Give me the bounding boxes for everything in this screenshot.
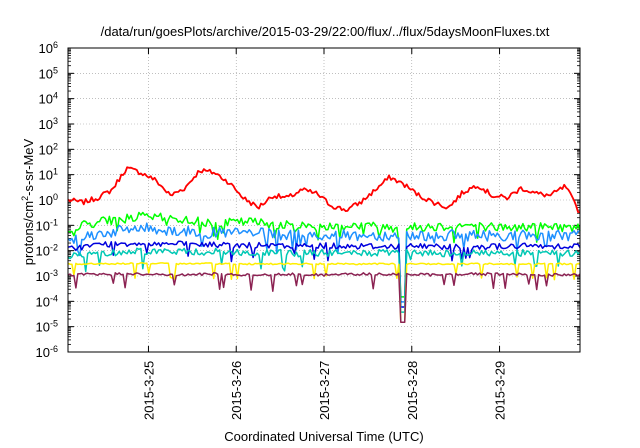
y-tick-label-base: 10 <box>36 269 50 284</box>
y-tick-label-base: 10 <box>36 345 50 360</box>
y-tick-label-exp: 5 <box>53 65 58 75</box>
y-axis-label-sup: 2 <box>20 196 30 201</box>
y-tick-label: 100 <box>39 192 58 208</box>
y-tick-label: 105 <box>39 65 58 81</box>
y-tick-label: 106 <box>39 40 58 56</box>
y-tick-label: 10-5 <box>36 319 58 335</box>
y-tick-label: 104 <box>39 91 58 107</box>
y-tick-label: 10-4 <box>36 293 58 309</box>
series-line <box>67 240 581 308</box>
y-tick-label-base: 10 <box>39 66 53 81</box>
y-tick-label: 10-3 <box>36 268 58 284</box>
y-tick-label: 103 <box>39 116 58 132</box>
y-tick-label-exp: 1 <box>53 167 58 177</box>
x-axis-label: Coordinated Universal Time (UTC) <box>224 429 423 444</box>
y-tick-label-exp: 2 <box>53 141 58 151</box>
series-line <box>67 262 581 323</box>
grid <box>68 48 580 352</box>
y-tick-label-base: 10 <box>36 218 50 233</box>
y-tick-label-base: 10 <box>36 294 50 309</box>
x-tick-label: 2015-3-26 <box>229 361 244 420</box>
series-line <box>67 166 581 214</box>
series-line <box>67 211 581 298</box>
y-tick-label-base: 10 <box>39 142 53 157</box>
x-axis: 2015-3-25 2015-3-26 2015-3-27 2015-3-28 2015… <box>141 48 508 420</box>
x-tick-label: 2015-3-29 <box>493 361 508 420</box>
y-tick-label-exp: 4 <box>53 91 58 101</box>
y-tick-label-exp: -4 <box>50 293 58 303</box>
y-tick-label-base: 10 <box>36 320 50 335</box>
y-tick-label: 10-6 <box>36 344 58 360</box>
y-tick-label-exp: 3 <box>53 116 58 126</box>
y-tick-label: 101 <box>39 167 58 183</box>
y-tick-label-base: 10 <box>39 92 53 107</box>
y-tick-label-exp: 0 <box>53 192 58 202</box>
y-axis-label-main: protons/cm <box>21 201 36 265</box>
y-axis-label-rest: -s-sr-MeV <box>21 138 36 195</box>
y-tick-label-exp: -1 <box>50 217 58 227</box>
y-tick-label-base: 10 <box>39 168 53 183</box>
y-tick-label-exp: -2 <box>50 243 58 253</box>
plot-frame <box>67 47 581 353</box>
x-tick-label: 2015-3-27 <box>317 361 332 420</box>
y-axis: 10-610-510-410-310-210-11001011021031041… <box>36 40 580 360</box>
y-tick-label-base: 10 <box>39 117 53 132</box>
y-tick-label: 102 <box>39 141 58 157</box>
series-line <box>67 272 581 323</box>
y-tick-label-base: 10 <box>39 41 53 56</box>
y-tick-label: 10-2 <box>36 243 58 259</box>
series-group <box>67 166 581 323</box>
series-line <box>67 222 581 303</box>
y-tick-label-base: 10 <box>36 244 50 259</box>
x-tick-label: 2015-3-25 <box>141 361 156 420</box>
y-tick-label-exp: 6 <box>53 40 58 50</box>
y-axis-label: protons/cm2-s-sr-MeV <box>20 138 36 265</box>
y-tick-label-exp: -5 <box>50 319 58 329</box>
chart-title: /data/run/goesPlots/archive/2015-03-29/2… <box>101 24 550 39</box>
y-tick-label-exp: -6 <box>50 344 58 354</box>
y-tick-label-exp: -3 <box>50 268 58 278</box>
y-tick-label: 10-1 <box>36 217 58 233</box>
series-line <box>67 247 581 313</box>
x-tick-label: 2015-3-28 <box>405 361 420 420</box>
y-tick-label-base: 10 <box>39 193 53 208</box>
